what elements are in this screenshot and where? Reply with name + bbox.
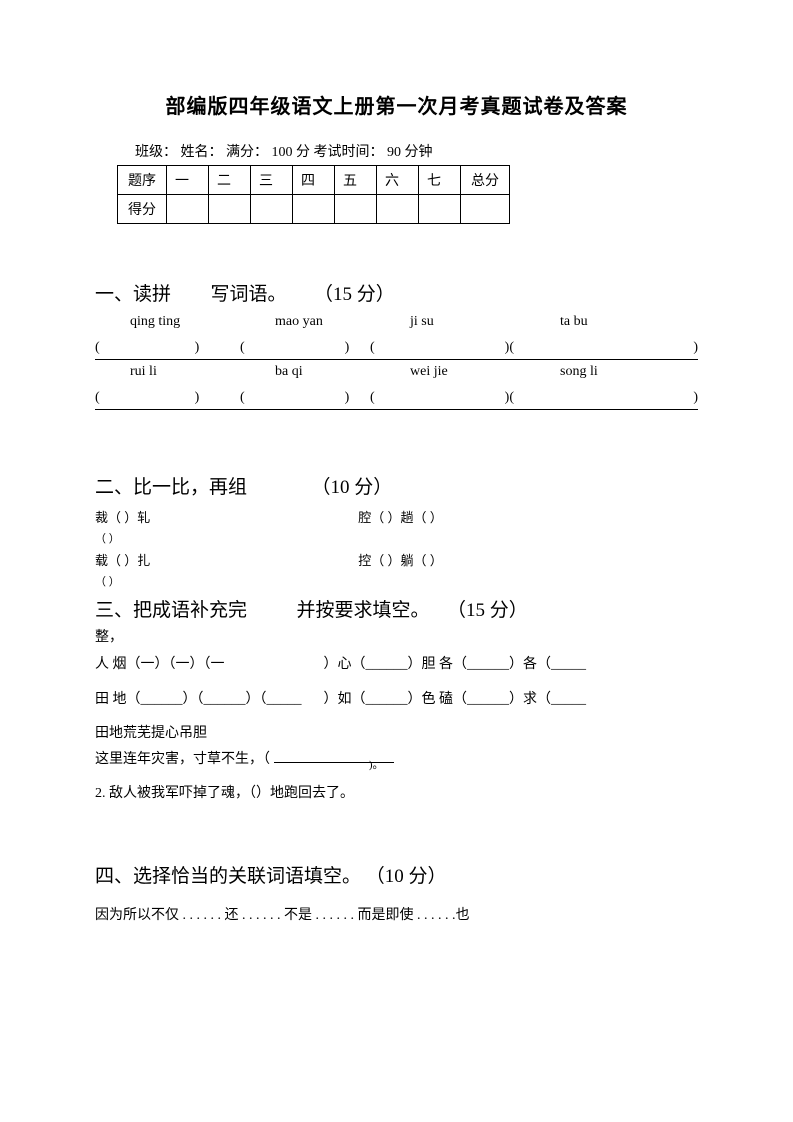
table-cell: 四 bbox=[293, 166, 335, 195]
table-cell: 一 bbox=[167, 166, 209, 195]
answer-blank: ) bbox=[525, 340, 698, 356]
q3-line-1: 人 烟（一）（一）（一 ）心（______）胆 各（______）各（_____ bbox=[95, 652, 698, 677]
answer-blank: () bbox=[240, 340, 370, 356]
q3-sub: 整， bbox=[95, 626, 698, 646]
table-cell bbox=[419, 195, 461, 224]
pinyin-cell: ji su bbox=[410, 314, 560, 330]
table-row: 题序 一 二 三 四 五 六 七 总分 bbox=[118, 166, 510, 195]
q1-points: （15 分） bbox=[314, 284, 395, 305]
q3-sent1-a: 这里连年灾害，寸草不生，（ bbox=[95, 752, 270, 767]
table-cell: 得分 bbox=[118, 195, 167, 224]
small-mark: )。 bbox=[369, 756, 384, 772]
answer-blank: () bbox=[240, 390, 370, 406]
pinyin-cell: wei jie bbox=[410, 364, 560, 380]
q1-pinyin-row-2: rui li ba qi wei jie song li bbox=[130, 364, 698, 380]
pinyin-cell: song li bbox=[560, 364, 598, 380]
q3-cell: 人 烟（一）（一）（一 bbox=[95, 652, 320, 677]
exam-info-line: 班级： 姓名： 满分： 100 分 考试时间： 90 分钟 bbox=[135, 141, 698, 161]
q4-heading: 四、选择恰当的关联词语填空。 （10 分） bbox=[95, 861, 698, 888]
q3-heading: 三、把成语补充完 并按要求填空。 （15 分） bbox=[95, 595, 698, 622]
q3-cell: ）如（______）色 磕（______）求（_____ bbox=[324, 692, 587, 707]
q2-cell: 控（ ）躺（ ） bbox=[358, 553, 443, 568]
q3-heading-a: 三、把成语补充完 bbox=[95, 600, 247, 621]
table-cell: 三 bbox=[251, 166, 293, 195]
q2-cell: 载（ ）扎 bbox=[95, 550, 355, 569]
table-cell bbox=[335, 195, 377, 224]
q2-row-3: （ ） bbox=[95, 573, 698, 589]
table-row: 得分 bbox=[118, 195, 510, 224]
pinyin-cell: ba qi bbox=[275, 364, 410, 380]
q3-cell: ）心（______）胆 各（______）各（_____ bbox=[324, 657, 587, 672]
table-cell bbox=[167, 195, 209, 224]
q2-row-mid: （ ） bbox=[95, 530, 698, 546]
page-title: 部编版四年级语文上册第一次月考真题试卷及答案 bbox=[95, 90, 698, 119]
pinyin-cell: ta bu bbox=[560, 314, 588, 330]
q3-line-3: 田地荒芜提心吊胆 bbox=[95, 722, 698, 742]
score-table: 题序 一 二 三 四 五 六 七 总分 得分 bbox=[117, 165, 510, 224]
q3-heading-b: 并按要求填空。 bbox=[297, 600, 430, 621]
answer-blank: ()( bbox=[370, 340, 525, 356]
q2-heading-a: 二、比一比，再组 bbox=[95, 477, 247, 498]
table-cell: 六 bbox=[377, 166, 419, 195]
table-cell bbox=[461, 195, 510, 224]
q2-row-1: 裁（ ）轧 腔（ ）趟（ ） bbox=[95, 507, 698, 526]
q4-line: 因为所以不仅 . . . . . . 还 . . . . . . 不是 . . … bbox=[95, 904, 698, 924]
table-cell: 七 bbox=[419, 166, 461, 195]
answer-blank: () bbox=[95, 390, 240, 406]
q2-points: （10 分） bbox=[312, 477, 393, 498]
q1-answer-row-2: () () ()( ) bbox=[95, 390, 698, 410]
q1-heading: 一、读拼 写词语。 （15 分） bbox=[95, 279, 698, 306]
table-cell: 五 bbox=[335, 166, 377, 195]
q2-cell: （ ） bbox=[95, 576, 120, 588]
q1-heading-b: 写词语。 bbox=[211, 284, 287, 305]
q1-answer-row-1: () () ()( ) bbox=[95, 340, 698, 360]
q3-line-2: 田 地（______）（______）（_____ ）如（______）色 磕（… bbox=[95, 687, 698, 712]
q3-sentence-2: 2. 敌人被我军吓掉了魂，（）地跑回去了。 bbox=[95, 782, 698, 802]
table-cell: 二 bbox=[209, 166, 251, 195]
answer-blank: () bbox=[95, 340, 240, 356]
q1-pinyin-row-1: qing ting mao yan ji su ta bu bbox=[130, 314, 698, 330]
q2-cell: 腔（ ）趟（ ） bbox=[358, 510, 443, 525]
table-cell: 总分 bbox=[461, 166, 510, 195]
table-cell bbox=[251, 195, 293, 224]
table-cell bbox=[377, 195, 419, 224]
table-cell bbox=[209, 195, 251, 224]
q2-row-2: 载（ ）扎 控（ ）躺（ ） bbox=[95, 550, 698, 569]
pinyin-cell: rui li bbox=[130, 364, 275, 380]
q2-heading: 二、比一比，再组 （10 分） bbox=[95, 472, 698, 499]
q3-sentence-1: 这里连年灾害，寸草不生，（ )。 bbox=[95, 748, 698, 768]
q3-cell: 田 地（______）（______）（_____ bbox=[95, 687, 320, 712]
pinyin-cell: qing ting bbox=[130, 314, 275, 330]
q2-cell: （ ） bbox=[95, 533, 120, 545]
pinyin-cell: mao yan bbox=[275, 314, 410, 330]
q1-heading-a: 一、读拼 bbox=[95, 284, 171, 305]
table-cell bbox=[293, 195, 335, 224]
answer-blank: ) bbox=[525, 390, 698, 406]
q2-cell: 裁（ ）轧 bbox=[95, 507, 355, 526]
q3-points: （15 分） bbox=[447, 600, 528, 621]
answer-blank: ()( bbox=[370, 390, 525, 406]
table-cell: 题序 bbox=[118, 166, 167, 195]
